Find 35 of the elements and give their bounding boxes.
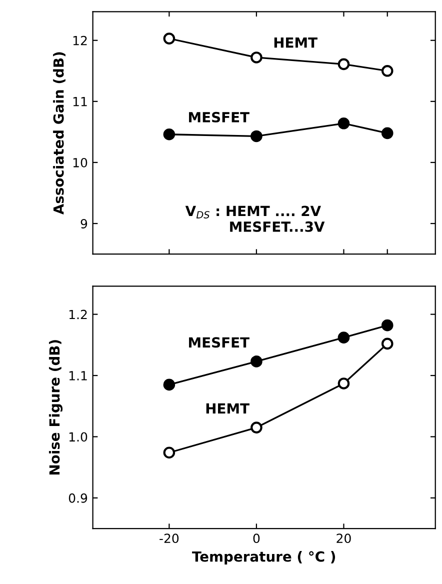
point — [163, 128, 176, 140]
point — [338, 332, 350, 344]
x-tick-label: 20 — [336, 534, 351, 544]
point — [381, 127, 394, 140]
point — [250, 130, 262, 142]
y-tick-label: 1.0 — [69, 432, 88, 442]
point — [338, 58, 350, 70]
point — [250, 52, 262, 64]
point — [163, 32, 176, 44]
point — [338, 378, 350, 390]
point — [163, 446, 176, 459]
y-tick-label: 1.1 — [69, 371, 87, 380]
point — [250, 422, 262, 434]
y-axis-title: Associated Gain (dB) — [53, 52, 66, 215]
point — [381, 64, 394, 77]
y-tick-label: 9 — [80, 218, 88, 228]
series-label: MESFET — [189, 337, 250, 348]
y-tick-label: 0.9 — [68, 493, 88, 503]
annotation: V$_{DS}$ : HEMT .... 2V MESFET...3V — [185, 206, 325, 232]
y-axis-title: Noise Figure (dB) — [48, 340, 63, 474]
series-label: HEMT — [206, 403, 250, 414]
x-tick-label: -20 — [160, 534, 179, 544]
y-tick-label: 10 — [73, 158, 88, 168]
series-label: MESFET — [189, 112, 250, 122]
point — [163, 378, 176, 391]
y-tick-label: 11 — [73, 97, 87, 106]
y-tick-label: 1.2 — [69, 310, 87, 320]
point — [250, 356, 262, 368]
point — [338, 117, 350, 130]
x-tick-label: 0 — [253, 534, 260, 544]
point — [381, 338, 394, 350]
y-tick-label: 12 — [73, 36, 87, 46]
x-axis-title: Temperature ( °C ) — [192, 551, 336, 564]
series-label: HEMT — [274, 38, 318, 48]
point — [381, 319, 394, 332]
